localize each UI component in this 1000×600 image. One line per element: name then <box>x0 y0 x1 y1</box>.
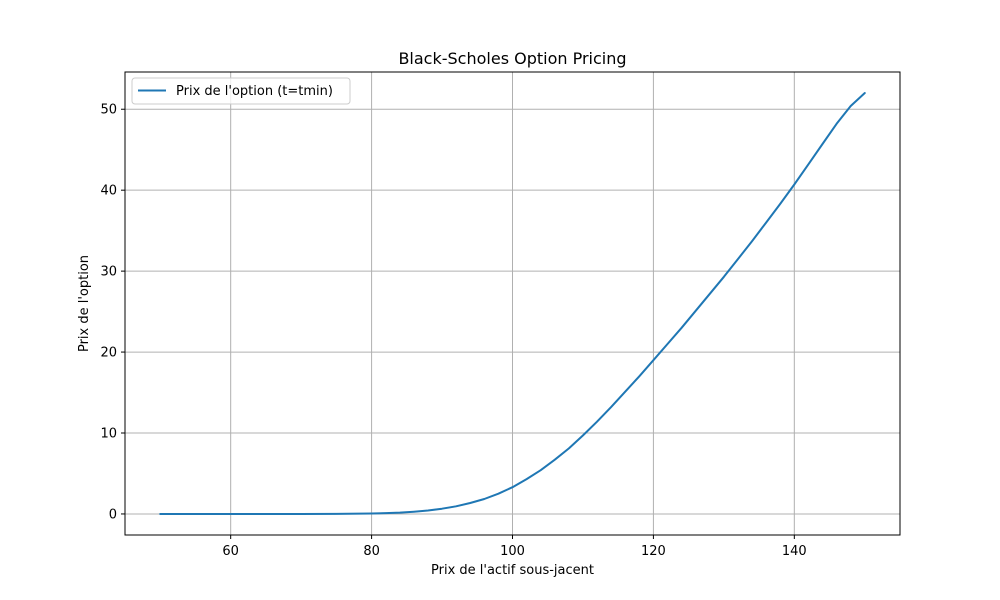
chart-title: Black-Scholes Option Pricing <box>398 49 626 68</box>
y-axis-label: Prix de l'option <box>77 255 92 352</box>
x-tick-label: 100 <box>500 544 525 559</box>
y-tick-label: 10 <box>100 427 117 442</box>
legend-box <box>131 77 351 105</box>
series-layer <box>159 92 866 515</box>
x-axis-label: Prix de l'actif sous-jacent <box>431 563 594 578</box>
y-tick-label: 50 <box>100 103 117 118</box>
x-tick-label: 120 <box>641 544 666 559</box>
y-tick-label: 30 <box>100 265 117 280</box>
y-tick-label: 40 <box>100 184 117 199</box>
y-tick-label: 20 <box>100 346 117 361</box>
x-tick-label: 60 <box>222 544 239 559</box>
y-tick-label: 0 <box>109 507 117 522</box>
x-tick-label: 80 <box>363 544 380 559</box>
axis-ticks: 60 80 100 120 140 0 10 20 30 40 50 <box>100 103 806 559</box>
grid-lines <box>125 72 900 535</box>
legend-label: Prix de l'option (t=tmin) <box>176 84 333 99</box>
x-tick-label: 140 <box>782 544 807 559</box>
series-line <box>159 92 866 515</box>
legend: Prix de l'option (t=tmin) <box>131 77 351 105</box>
